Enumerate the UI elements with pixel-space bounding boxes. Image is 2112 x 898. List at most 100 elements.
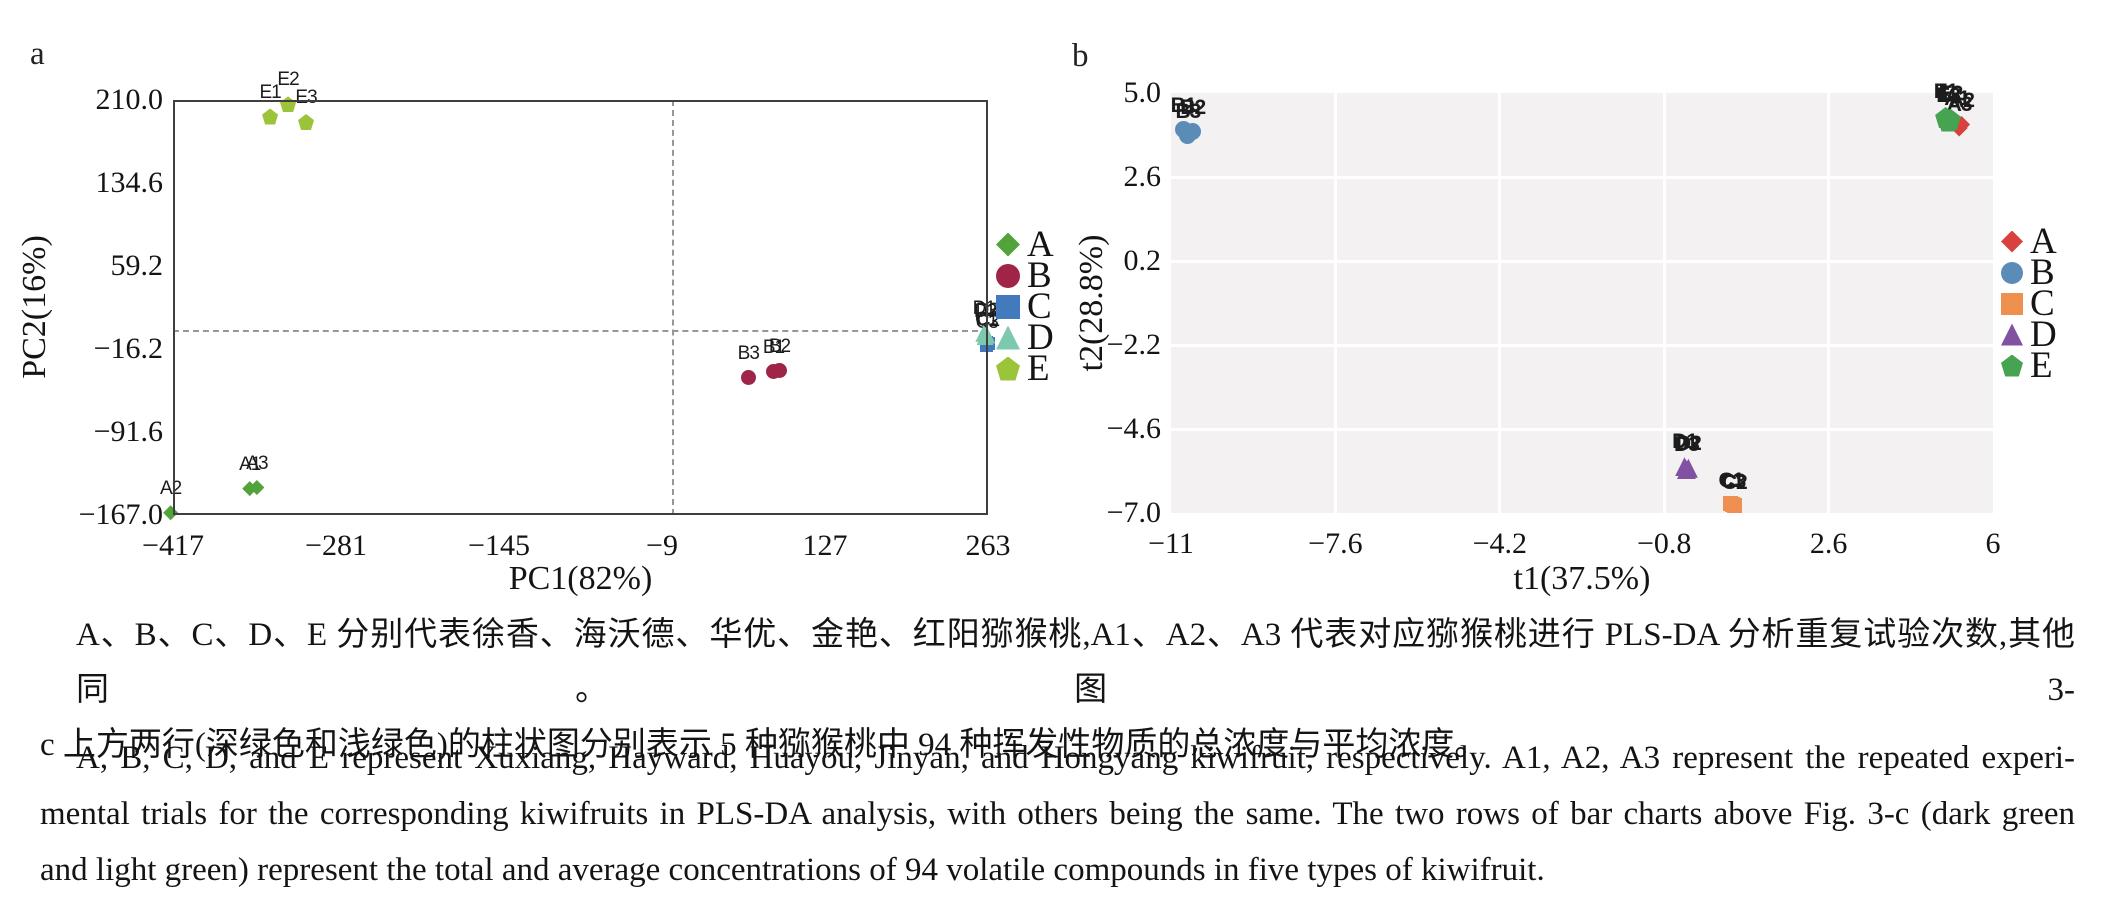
diamond-icon	[2001, 230, 2023, 253]
y-tick-label: −7.0	[1106, 496, 1161, 529]
square-icon	[2001, 292, 2023, 315]
point-label-B1: B1	[762, 337, 785, 359]
circle-icon	[2001, 261, 2023, 284]
triangle-icon	[2001, 323, 2023, 346]
pentagon-icon	[996, 356, 1020, 381]
point-E3	[1937, 110, 1959, 132]
diamond-icon	[996, 232, 1020, 257]
point-label-E3: E3	[1936, 83, 1961, 107]
legend-item-C: C	[2001, 283, 2057, 324]
x-tick-label: −9	[646, 529, 678, 562]
point-E2	[280, 96, 297, 113]
y-tick-label: −4.6	[1106, 412, 1161, 445]
point-label-A1: A1	[1944, 87, 1970, 111]
legend-item-A: A	[2001, 223, 2057, 260]
point-label-A1: A1	[239, 454, 261, 476]
x-tick-label: 263	[965, 529, 1011, 562]
legend-label-C: C	[2030, 283, 2055, 324]
point-label-C3: C3	[1720, 469, 1746, 493]
gridline-horizontal	[1171, 259, 1993, 263]
y-tick-label: 2.6	[1123, 160, 1162, 193]
legend-item-C: C	[996, 286, 1054, 327]
point-A2	[163, 505, 179, 521]
legend-item-B: B	[2001, 252, 2057, 293]
y-tick-label: 5.0	[1123, 76, 1162, 109]
triangle-icon	[996, 325, 1020, 350]
point-E1	[262, 108, 279, 125]
point-label-B1: B1	[1170, 94, 1197, 118]
legend-label-A: A	[1027, 224, 1054, 265]
panel-b-letter: b	[1072, 38, 1089, 74]
gridline-vertical	[1333, 93, 1337, 513]
legend-item-E: E	[996, 348, 1054, 389]
legend-label-B: B	[2030, 252, 2055, 293]
point-E3	[298, 114, 315, 131]
y-tick-label: −91.6	[93, 415, 163, 448]
gridline-horizontal	[1171, 427, 1993, 431]
point-label-E2: E2	[277, 69, 299, 91]
legend-item-D: D	[2001, 316, 2057, 353]
reference-line-vertical	[671, 100, 674, 515]
x-tick-label: −145	[468, 529, 530, 562]
point-label-C2: C2	[976, 310, 1000, 332]
y-tick-label: 134.6	[95, 166, 164, 199]
x-tick-label: 127	[802, 529, 848, 562]
caption-line-zh-2: c 上方两行(深绿色和浅绿色)的柱状图分别表示 5 种猕猴桃中 94 种挥发性物…	[40, 727, 1488, 763]
point-label-D1: D1	[972, 297, 996, 319]
point-label-D1: D1	[1672, 430, 1698, 454]
pentagon-icon	[2001, 354, 2023, 377]
point-label-C1: C1	[975, 308, 998, 330]
gridline-vertical	[1498, 93, 1502, 513]
caption-chinese: A、B、C、D、E 分别代表徐香、海沃德、华优、金艳、红阳猕猴桃,A1、A2、A…	[40, 608, 2075, 773]
y-tick-label: −16.2	[93, 332, 163, 365]
point-label-A3: A3	[1946, 92, 1973, 116]
point-label-B3: B3	[1175, 99, 1202, 123]
legend-label-E: E	[1027, 348, 1050, 389]
point-label-E1: E1	[259, 81, 281, 103]
point-label-B2: B2	[768, 336, 791, 358]
panel-b-plot-area: −11 −7.6 −4.2 −0.8 2.6 6 5.0 2.6 0.2 −2.2 −4.6 −7.0…	[1107, 76, 2001, 560]
panel-a-y-axis-title: PC2(16%)	[16, 235, 53, 379]
legend-label-D: D	[1027, 317, 1054, 358]
gridline-horizontal	[1171, 175, 1993, 179]
circle-icon	[996, 263, 1020, 288]
y-tick-label: −2.2	[1106, 328, 1161, 361]
panel-b-y-axis-title: t2(28.8%)	[1073, 234, 1110, 372]
gridline-vertical	[1827, 93, 1831, 513]
legend-item-B: B	[996, 257, 1054, 294]
point-label-E1: E1	[1933, 80, 1959, 103]
panel-a-x-axis-title: PC1(82%)	[508, 560, 653, 597]
x-tick-label: −11	[1148, 527, 1194, 560]
y-tick-label: −167.0	[78, 498, 163, 531]
reference-line-horizontal	[173, 330, 988, 333]
point-label-C2: C2	[1721, 470, 1748, 494]
x-tick-label: −0.8	[1636, 527, 1692, 560]
y-tick-label: 0.2	[1123, 244, 1162, 277]
gridline-horizontal	[1171, 343, 1993, 347]
legend-label-E: E	[2030, 345, 2053, 386]
x-tick-label: −4.2	[1472, 527, 1527, 560]
x-tick-label: 6	[1985, 527, 2001, 560]
legend-label-C: C	[1027, 286, 1052, 327]
caption-english: A, B, C, D, and E represent Xuxiang, Hay…	[40, 730, 2075, 898]
x-tick-label: 2.6	[1809, 527, 1848, 560]
panel-b-x-axis-title: t1(37.5%)	[1513, 560, 1651, 597]
legend-item-A: A	[996, 224, 1054, 265]
legend-item-E: E	[2001, 345, 2057, 386]
point-label-A3: A3	[246, 452, 268, 474]
x-tick-label: −417	[142, 529, 204, 562]
point-label-D3: D3	[973, 301, 997, 323]
point-B2	[771, 363, 787, 379]
point-label-A2: A2	[1949, 89, 1975, 112]
point-label-D2: D2	[1675, 431, 1702, 455]
point-label-C3: C3	[975, 311, 999, 333]
panel-a-plot-area: −417 −281 −145 −9 127 263 210.0 134.6 59.2 −16.2 −…	[79, 69, 1011, 562]
point-label-E3: E3	[295, 87, 317, 109]
square-icon	[996, 294, 1020, 319]
point-label-C1: C1	[1718, 468, 1744, 492]
x-tick-label: −7.6	[1308, 527, 1363, 560]
panel-a-letter: a	[30, 36, 45, 72]
